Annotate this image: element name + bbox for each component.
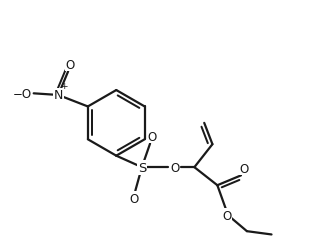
Text: O: O (222, 209, 232, 222)
Text: +: + (61, 82, 68, 91)
Text: O: O (66, 58, 75, 71)
Text: O: O (147, 130, 156, 143)
Text: N: N (54, 89, 63, 102)
Text: O: O (239, 162, 248, 175)
Text: O: O (171, 161, 180, 174)
Text: −O: −O (13, 88, 32, 101)
Text: S: S (138, 161, 146, 174)
Text: O: O (129, 192, 138, 205)
